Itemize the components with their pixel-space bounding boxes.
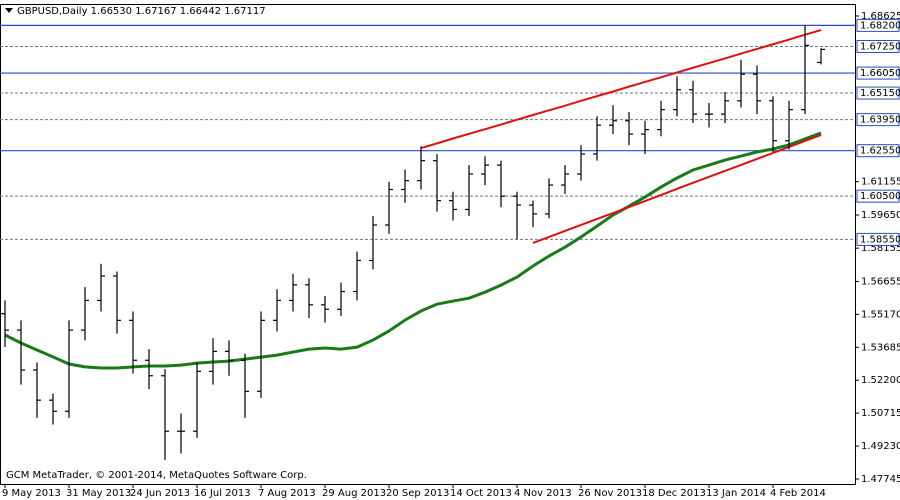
y-tick-label: 1.50715 [861,408,900,419]
y-tick-label: 1.55170 [861,309,900,320]
x-tick-label: 9 May 2013 [2,488,61,499]
x-tick-label: 13 Jan 2014 [706,488,766,499]
y-tick-label: 1.68625 [861,11,900,22]
y-tick-label: 1.47745 [861,474,900,485]
trend-line [532,134,822,244]
plot-area [0,24,855,461]
y-tick-label: 1.59650 [861,210,900,221]
y-tick-label: 1.58155 [861,243,900,254]
level-label: 1.62550 [860,146,900,157]
level-label-box [856,18,900,32]
level-label-box [856,232,900,246]
level-label-box [856,113,900,127]
x-tick-label: 14 Oct 2013 [450,488,512,499]
level-label: 1.65150 [860,88,900,99]
x-tick-label: 24 Jun 2013 [130,488,190,499]
level-label: 1.67250 [860,41,900,52]
trend-line [420,29,822,149]
x-tick-label: 16 Jul 2013 [194,488,251,499]
footer: GCM MetaTrader, © 2001-2014, MetaQuotes … [6,470,307,481]
x-tick-label: 20 Sep 2013 [386,488,449,499]
x-tick-label: 4 Feb 2014 [770,488,826,499]
x-tick-label: 4 Nov 2013 [514,488,572,499]
y-tick-label: 1.53685 [861,342,900,353]
level-label-box [856,189,900,203]
x-tick-label: 29 Aug 2013 [322,488,386,499]
y-tick-label: 1.56655 [861,276,900,287]
level-label: 1.68200 [860,20,900,31]
y-tick-label: 1.61155 [861,177,900,188]
plot-frame [0,4,856,485]
x-tick-label: 31 May 2013 [66,488,131,499]
level-label-box [856,66,900,80]
level-label: 1.58550 [860,234,900,245]
chart-title: GBPUSD,Daily 1.66530 1.67167 1.66442 1.6… [17,6,266,17]
level-label: 1.66050 [860,68,900,79]
x-tick-label: 18 Dec 2013 [642,488,706,499]
level-label: 1.60500 [860,191,900,202]
moving-average [4,131,822,370]
level-label-box [856,86,900,100]
level-label: 1.63950 [860,115,900,126]
menu-arrow [5,8,13,13]
y-tick-label: 1.49230 [861,441,900,452]
x-tick-label: 26 Nov 2013 [578,488,642,499]
y-tick-label: 1.52200 [861,375,900,386]
level-label-box [856,144,900,158]
level-label-box [856,39,900,53]
x-tick-label: 7 Aug 2013 [258,488,316,499]
